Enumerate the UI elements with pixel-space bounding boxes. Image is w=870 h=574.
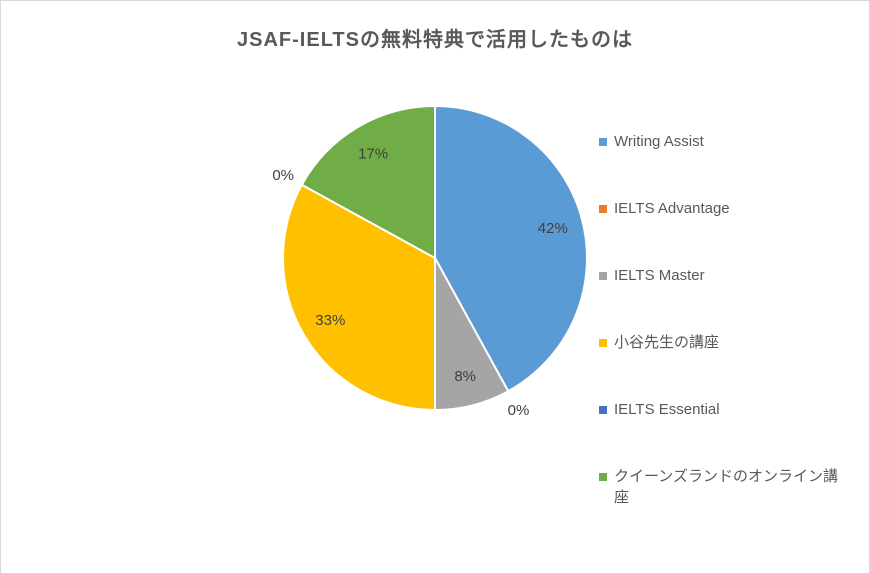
legend-label: クイーンズランドのオンライン講座 — [614, 468, 838, 506]
legend-swatch-icon — [599, 205, 607, 213]
pie-data-label: 0% — [508, 402, 530, 419]
pie-data-label: 0% — [272, 167, 294, 184]
pie-data-label: 17% — [358, 146, 388, 163]
legend: Writing Assist IELTS Advantage IELTS Maste… — [599, 1, 863, 573]
chart-title: JSAF-IELTSの無料特典で活用したものは — [237, 29, 633, 51]
legend-item: 小谷先生の講座 — [599, 332, 719, 353]
pie-slice-5 — [300, 105, 436, 259]
pie-data-label: 8% — [454, 368, 476, 385]
legend-swatch-icon — [599, 272, 607, 280]
pie-data-label: 33% — [315, 312, 345, 329]
legend-swatch-icon — [599, 473, 607, 481]
pie-data-label: 42% — [538, 220, 568, 237]
legend-item: Writing Assist — [599, 131, 704, 152]
legend-label: Writing Assist — [614, 133, 704, 150]
legend-item: IELTS Advantage — [599, 198, 730, 219]
legend-swatch-icon — [599, 138, 607, 146]
legend-label: IELTS Advantage — [614, 200, 730, 217]
legend-item: IELTS Essential — [599, 399, 720, 420]
legend-item: IELTS Master — [599, 265, 705, 286]
legend-label: 小谷先生の講座 — [614, 334, 720, 351]
legend-swatch-icon — [599, 339, 607, 347]
pie-slice-3 — [282, 183, 436, 411]
legend-item: クイーンズランドのオンライン講座 — [599, 466, 850, 508]
legend-label: IELTS Master — [614, 267, 705, 284]
legend-label: IELTS Essential — [614, 401, 720, 418]
pie-slice-0 — [434, 105, 588, 393]
legend-swatch-icon — [599, 406, 607, 414]
